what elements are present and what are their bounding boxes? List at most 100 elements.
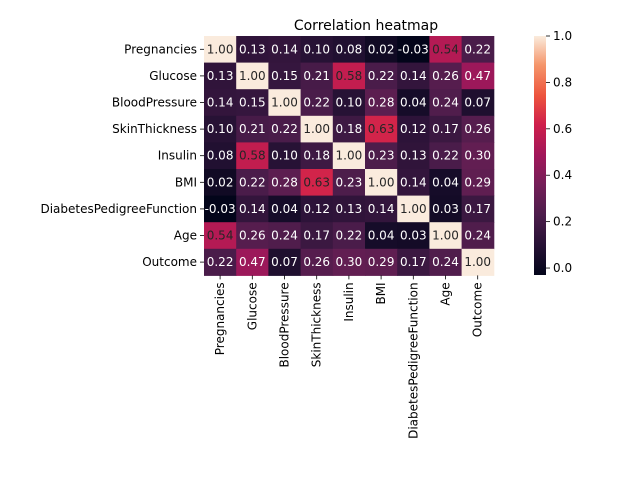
- heatmap-cell: [300, 222, 334, 250]
- cell-value-label: 0.08: [336, 42, 363, 56]
- heatmap-cell: [429, 142, 463, 170]
- heatmap-cell: [236, 36, 269, 64]
- colorbar-tick-label: 1.0: [553, 29, 572, 43]
- heatmap-cell: [204, 222, 237, 250]
- cell-value-label: 0.04: [368, 229, 395, 243]
- heatmap-cell: [236, 248, 269, 276]
- cell-value-label: -0.03: [205, 202, 236, 216]
- heatmap-cell: [365, 36, 398, 64]
- cell-value-label: 0.14: [400, 69, 427, 83]
- y-tick-labels: Pregnancies Glucose BloodPressure SkinThick…: [40, 42, 204, 269]
- cell-value-label: 0.21: [239, 122, 266, 136]
- heatmap-cell: [365, 142, 398, 170]
- heatmap-cell: [204, 195, 237, 223]
- cell-value-label: 0.08: [207, 149, 234, 163]
- cell-value-label: 0.18: [336, 122, 363, 136]
- cell-value-label: 0.24: [432, 96, 459, 110]
- heatmap-cell: [268, 222, 302, 250]
- colorbar-tick-label: 0.8: [553, 75, 572, 89]
- heatmap-cell: [268, 142, 302, 170]
- cell-value-label: 0.15: [239, 96, 266, 110]
- heatmap-cell: [365, 222, 398, 250]
- cell-value-label: 0.12: [303, 202, 330, 216]
- heatmap-cell: [429, 222, 463, 250]
- heatmap-cell: [236, 115, 269, 143]
- colorbar-tick-label: 0.6: [553, 122, 572, 136]
- heatmap-cell: [365, 169, 398, 197]
- cell-value-label: 0.10: [271, 149, 298, 163]
- cell-value-label: 1.00: [464, 255, 491, 269]
- heatmap-cell: [236, 195, 269, 223]
- cell-value-label: 0.30: [464, 149, 491, 163]
- x-tick-label: Glucose: [245, 282, 259, 330]
- cell-value-label: 1.00: [336, 149, 363, 163]
- cell-value-label: 0.29: [464, 175, 491, 189]
- heatmap-cell: [204, 169, 237, 197]
- heatmap-cell: [461, 169, 495, 197]
- heatmap-cell: [397, 62, 430, 90]
- heatmap-cell: [397, 248, 430, 276]
- cell-value-label: 0.26: [239, 229, 266, 243]
- heatmap-cell: [300, 36, 334, 64]
- cell-value-label: 0.54: [207, 229, 234, 243]
- cell-value-label: 0.24: [432, 255, 459, 269]
- cell-value-label: 0.22: [303, 96, 330, 110]
- cell-value-label: 0.47: [464, 69, 491, 83]
- cell-value-label: -0.03: [398, 42, 429, 56]
- cell-value-label: 0.14: [207, 96, 234, 110]
- heatmap-cell: [204, 89, 237, 117]
- cell-value-label: 0.07: [464, 96, 491, 110]
- y-tick-label: Glucose: [149, 69, 197, 83]
- cell-value-label: 0.04: [271, 202, 298, 216]
- heatmap-cell: [300, 169, 334, 197]
- heatmap-cell: [332, 195, 366, 223]
- y-tick-label: DiabetesPedigreeFunction: [40, 202, 197, 216]
- y-tick-label: Age: [174, 229, 197, 243]
- cell-value-label: 0.12: [400, 122, 427, 136]
- cell-value-label: 0.03: [432, 202, 459, 216]
- y-tick-label: Outcome: [142, 255, 197, 269]
- heatmap-cell: [397, 195, 430, 223]
- cell-value-label: 0.24: [464, 229, 491, 243]
- cell-value-label: 1.00: [239, 69, 266, 83]
- x-tick-label: Age: [439, 282, 453, 305]
- cell-value-label: 0.04: [400, 96, 427, 110]
- cell-value-label: 0.22: [336, 229, 363, 243]
- cell-value-label: 0.14: [239, 202, 266, 216]
- cell-value-label: 0.21: [303, 69, 330, 83]
- heatmap-cell: [300, 62, 334, 90]
- cell-value-label: 0.22: [207, 255, 234, 269]
- cell-value-label: 1.00: [432, 229, 459, 243]
- heatmap-cell: [236, 89, 269, 117]
- cell-value-label: 0.17: [432, 122, 459, 136]
- cell-value-label: 0.26: [432, 69, 459, 83]
- heatmap-cell: [397, 222, 430, 250]
- heatmap-cell: [204, 142, 237, 170]
- heatmap-cell: [268, 169, 302, 197]
- colorbar-tick-label: 0.4: [553, 168, 572, 182]
- cell-value-label: 0.22: [368, 69, 395, 83]
- heatmap-cell: [332, 248, 366, 276]
- cell-value-label: 1.00: [368, 175, 395, 189]
- x-tick-label: Outcome: [471, 282, 485, 337]
- heatmap-cell: [365, 89, 398, 117]
- cell-value-label: 0.02: [207, 175, 234, 189]
- cell-value-label: 0.17: [303, 229, 330, 243]
- colorbar-tick-label: 0.0: [553, 261, 572, 275]
- heatmap-cell: [332, 222, 366, 250]
- heatmap-cell: [365, 62, 398, 90]
- heatmap-cell: [461, 248, 495, 276]
- heatmap-cell: [429, 62, 463, 90]
- cell-value-label: 0.23: [368, 149, 395, 163]
- y-tick-label: BMI: [175, 175, 197, 189]
- cell-value-label: 0.26: [464, 122, 491, 136]
- heatmap-cell: [461, 89, 495, 117]
- heatmap-cell: [429, 248, 463, 276]
- heatmap-cell: [268, 36, 302, 64]
- cell-value-label: 0.10: [336, 96, 363, 110]
- cell-value-label: 0.17: [400, 255, 427, 269]
- cell-value-label: 0.63: [303, 175, 330, 189]
- cell-value-label: 0.28: [271, 175, 298, 189]
- heatmap-cell: [236, 142, 269, 170]
- cell-value-label: 0.02: [368, 42, 395, 56]
